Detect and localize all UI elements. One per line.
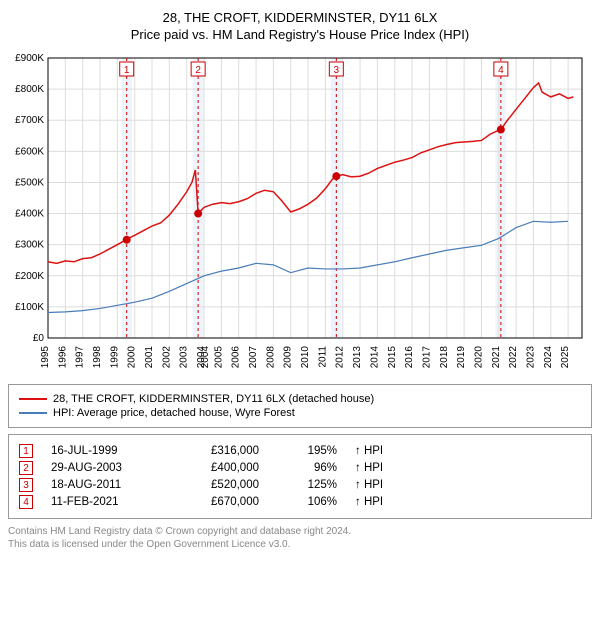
svg-text:2017: 2017: [421, 346, 432, 369]
svg-text:1996: 1996: [57, 346, 68, 369]
svg-text:2001: 2001: [144, 346, 155, 369]
svg-text:£600K: £600K: [15, 146, 44, 157]
svg-text:2019: 2019: [456, 346, 467, 369]
svg-text:2002: 2002: [161, 346, 172, 369]
subtitle: Price paid vs. HM Land Registry's House …: [8, 27, 592, 42]
svg-text:2024: 2024: [543, 346, 554, 369]
svg-text:2015: 2015: [387, 346, 398, 369]
svg-text:2004: 2004: [200, 346, 211, 369]
svg-text:1999: 1999: [109, 346, 120, 369]
sale-pct: 125%: [277, 479, 337, 491]
svg-text:£0: £0: [33, 333, 45, 344]
svg-text:2007: 2007: [248, 346, 259, 369]
svg-text:£700K: £700K: [15, 115, 44, 126]
svg-text:1998: 1998: [92, 346, 103, 369]
svg-text:£200K: £200K: [15, 271, 44, 282]
svg-text:1: 1: [124, 65, 130, 76]
footer-line-1: Contains HM Land Registry data © Crown c…: [8, 525, 592, 538]
svg-text:2018: 2018: [439, 346, 450, 369]
sales-table: 1 16-JUL-1999 £316,000 195% ↑ HPI 2 29-AUG-200…: [8, 434, 592, 519]
sale-pct: 96%: [277, 462, 337, 474]
svg-text:£300K: £300K: [15, 240, 44, 251]
sale-marker: 4: [19, 495, 33, 509]
svg-text:4: 4: [498, 65, 504, 76]
svg-text:£900K: £900K: [15, 53, 44, 64]
sale-marker: 2: [19, 461, 33, 475]
svg-text:2008: 2008: [265, 346, 276, 369]
svg-text:2012: 2012: [335, 346, 346, 369]
sale-price: £520,000: [179, 479, 259, 491]
svg-text:2010: 2010: [300, 346, 311, 369]
price-chart: £0 £100K £200K £300K £400K £500K £600K £700K £80…: [8, 48, 592, 378]
svg-text:3: 3: [334, 65, 340, 76]
sale-marker: 3: [19, 478, 33, 492]
sale-pct: 195%: [277, 445, 337, 457]
sale-pct: 106%: [277, 496, 337, 508]
svg-text:2023: 2023: [525, 346, 536, 369]
svg-text:1997: 1997: [75, 346, 86, 369]
title-block: 28, THE CROFT, KIDDERMINSTER, DY11 6LX P…: [8, 10, 592, 42]
svg-text:2022: 2022: [508, 346, 519, 369]
legend-row: HPI: Average price, detached house, Wyre…: [19, 407, 581, 419]
svg-text:£400K: £400K: [15, 209, 44, 220]
sale-suffix: ↑ HPI: [355, 462, 383, 474]
svg-text:2005: 2005: [213, 346, 224, 369]
svg-text:1995: 1995: [40, 346, 51, 369]
sale-date: 11-FEB-2021: [51, 496, 161, 508]
sales-row: 1 16-JUL-1999 £316,000 195% ↑ HPI: [19, 444, 581, 458]
sales-row: 2 29-AUG-2003 £400,000 96% ↑ HPI: [19, 461, 581, 475]
footer-line-2: This data is licensed under the Open Gov…: [8, 538, 592, 551]
sale-suffix: ↑ HPI: [355, 496, 383, 508]
svg-text:2013: 2013: [352, 346, 363, 369]
sales-row: 3 18-AUG-2011 £520,000 125% ↑ HPI: [19, 478, 581, 492]
sale-date: 29-AUG-2003: [51, 462, 161, 474]
sale-date: 18-AUG-2011: [51, 479, 161, 491]
svg-text:2014: 2014: [369, 346, 380, 369]
svg-text:2: 2: [195, 65, 201, 76]
legend: 28, THE CROFT, KIDDERMINSTER, DY11 6LX (…: [8, 384, 592, 428]
svg-text:2011: 2011: [317, 346, 328, 368]
sale-suffix: ↑ HPI: [355, 479, 383, 491]
svg-text:2025: 2025: [560, 346, 571, 369]
sale-date: 16-JUL-1999: [51, 445, 161, 457]
svg-text:2003: 2003: [179, 346, 190, 369]
svg-text:2020: 2020: [473, 346, 484, 369]
svg-text:£500K: £500K: [15, 177, 44, 188]
address-title: 28, THE CROFT, KIDDERMINSTER, DY11 6LX: [8, 10, 592, 25]
sale-marker: 1: [19, 444, 33, 458]
svg-text:2000: 2000: [127, 346, 138, 369]
legend-swatch: [19, 412, 47, 414]
svg-text:2006: 2006: [231, 346, 242, 369]
svg-text:2016: 2016: [404, 346, 415, 369]
svg-text:£800K: £800K: [15, 84, 44, 95]
legend-label: HPI: Average price, detached house, Wyre…: [53, 407, 295, 419]
sales-row: 4 11-FEB-2021 £670,000 106% ↑ HPI: [19, 495, 581, 509]
sale-price: £670,000: [179, 496, 259, 508]
legend-swatch: [19, 398, 47, 400]
svg-text:£100K: £100K: [15, 302, 44, 313]
svg-text:2009: 2009: [283, 346, 294, 369]
footer-note: Contains HM Land Registry data © Crown c…: [8, 525, 592, 551]
legend-row: 28, THE CROFT, KIDDERMINSTER, DY11 6LX (…: [19, 393, 581, 405]
svg-text:2021: 2021: [491, 346, 502, 369]
legend-label: 28, THE CROFT, KIDDERMINSTER, DY11 6LX (…: [53, 393, 374, 405]
sale-price: £316,000: [179, 445, 259, 457]
sale-suffix: ↑ HPI: [355, 445, 383, 457]
sale-price: £400,000: [179, 462, 259, 474]
